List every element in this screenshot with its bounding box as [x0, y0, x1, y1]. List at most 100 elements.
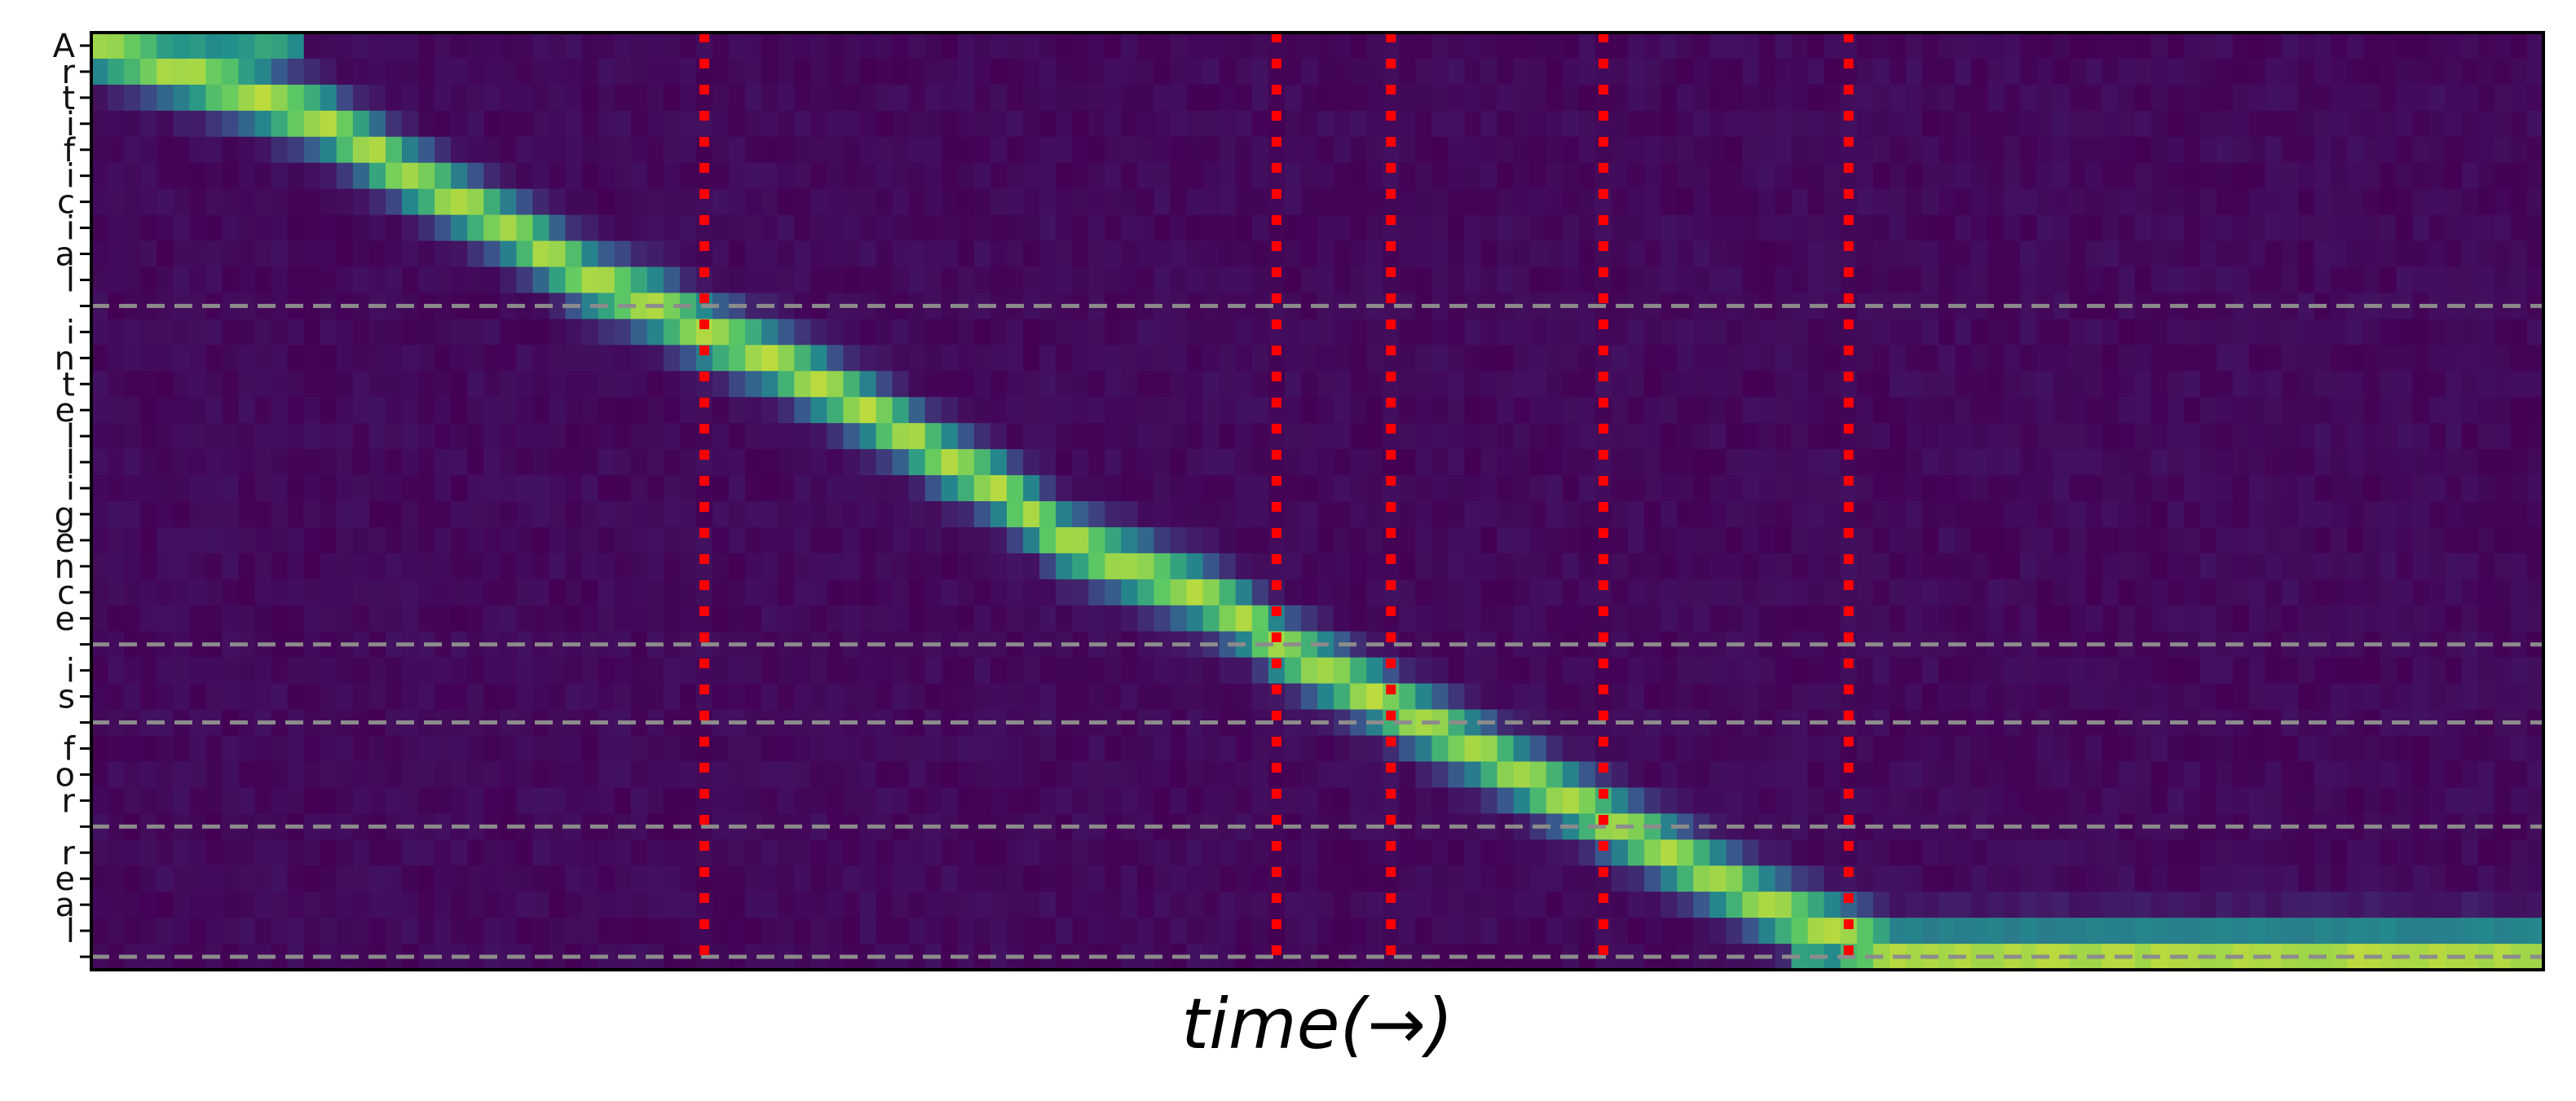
heatmap-cell: [1955, 683, 1972, 711]
heatmap-cell: [1235, 657, 1253, 685]
heatmap-cell: [1153, 58, 1171, 86]
heatmap-cell: [2380, 33, 2397, 59]
heatmap-cell: [843, 214, 861, 242]
heatmap-cell: [581, 214, 599, 242]
heatmap-cell: [352, 865, 370, 892]
heatmap-cell: [1546, 761, 1564, 788]
heatmap-cell: [646, 188, 664, 216]
heatmap-cell: [761, 735, 779, 763]
heatmap-cell: [1661, 214, 1678, 242]
heatmap-cell: [1464, 761, 1482, 788]
heatmap-cell: [941, 865, 959, 892]
heatmap-cell: [663, 423, 681, 450]
heatmap-cell: [418, 136, 435, 164]
heatmap-cell: [1170, 266, 1188, 294]
heatmap-cell: [2331, 319, 2348, 346]
heatmap-cell: [794, 423, 811, 450]
heatmap-cell: [2053, 345, 2071, 372]
heatmap-cell: [1987, 657, 2005, 685]
heatmap-cell: [1513, 58, 1531, 86]
heatmap-cell: [2282, 136, 2299, 164]
heatmap-cell: [549, 526, 567, 554]
heatmap-cell: [1971, 110, 1988, 138]
heatmap-cell: [1758, 787, 1776, 814]
heatmap-cell: [1251, 266, 1269, 294]
heatmap-cell: [1415, 162, 1432, 190]
heatmap-cell: [189, 84, 206, 112]
heatmap-cell: [205, 266, 223, 294]
heatmap-cell: [1758, 553, 1776, 580]
heatmap-cell: [287, 761, 305, 788]
heatmap-cell: [745, 709, 762, 737]
heatmap-cell: [402, 33, 419, 59]
heatmap-cell: [1170, 58, 1188, 86]
heatmap-cell: [2477, 526, 2495, 554]
heatmap-cell: [1497, 657, 1515, 685]
heatmap-cell: [451, 892, 468, 918]
heatmap-cell: [973, 449, 991, 476]
heatmap-cell: [1415, 865, 1432, 892]
heatmap-cell: [1661, 813, 1678, 840]
heatmap-cell: [1039, 761, 1056, 788]
heatmap-cell: [287, 371, 305, 398]
heatmap-cell: [810, 735, 827, 763]
heatmap-cell: [1170, 501, 1188, 528]
heatmap-cell: [157, 735, 174, 763]
heatmap-cell: [451, 475, 468, 502]
heatmap-cell: [516, 110, 534, 138]
heatmap-cell: [2363, 449, 2381, 476]
heatmap-cell: [189, 397, 206, 424]
heatmap-cell: [1153, 319, 1171, 346]
heatmap-cell: [549, 579, 567, 606]
heatmap-cell: [630, 371, 648, 398]
heatmap-cell: [614, 240, 632, 268]
heatmap-cell: [1578, 787, 1596, 814]
heatmap-cell: [1056, 397, 1073, 424]
heatmap-cell: [532, 110, 550, 138]
heatmap-cell: [2314, 787, 2331, 814]
heatmap-cell: [1006, 136, 1024, 164]
heatmap-cell: [549, 110, 567, 138]
heatmap-cell: [2331, 683, 2348, 711]
heatmap-cell: [843, 345, 861, 372]
heatmap-cell: [2412, 397, 2430, 424]
heatmap-cell: [2380, 787, 2397, 814]
heatmap-cell: [2069, 240, 2087, 268]
heatmap-cell: [1350, 110, 1367, 138]
heatmap-cell: [1775, 397, 1793, 424]
heatmap-cell: [2167, 735, 2185, 763]
heatmap-cell: [173, 162, 190, 190]
heatmap-cell: [1693, 449, 1710, 476]
heatmap-cell: [1399, 787, 1416, 814]
heatmap-cell: [467, 892, 484, 918]
heatmap-cell: [1546, 162, 1564, 190]
heatmap-cell: [876, 475, 893, 502]
heatmap-cell: [1677, 553, 1694, 580]
heatmap-cell: [1023, 526, 1040, 554]
heatmap-cell: [2265, 240, 2283, 268]
heatmap-cell: [679, 136, 697, 164]
heatmap-cell: [418, 58, 435, 86]
heatmap-cell: [1284, 188, 1302, 216]
heatmap-cell: [124, 33, 141, 59]
heatmap-cell: [1088, 526, 1105, 554]
heatmap-cell: [1611, 865, 1629, 892]
heatmap-cell: [222, 449, 240, 476]
heatmap-cell: [1905, 813, 1923, 840]
heatmap-cell: [189, 136, 206, 164]
heatmap-cell: [1562, 136, 1580, 164]
heatmap-cell: [2461, 162, 2479, 190]
heatmap-cell: [1758, 605, 1776, 632]
heatmap-cell: [2461, 526, 2479, 554]
heatmap-cell: [712, 813, 730, 840]
heatmap-cell: [303, 319, 321, 346]
heatmap-cell: [2428, 33, 2446, 59]
heatmap-cell: [859, 865, 877, 892]
heatmap-cell: [368, 735, 386, 763]
heatmap-cell: [385, 58, 403, 86]
heatmap-cell: [876, 371, 893, 398]
heatmap-cell: [91, 526, 108, 554]
heatmap-cell: [467, 579, 484, 606]
heatmap-cell: [2102, 735, 2119, 763]
heatmap-cell: [581, 865, 599, 892]
